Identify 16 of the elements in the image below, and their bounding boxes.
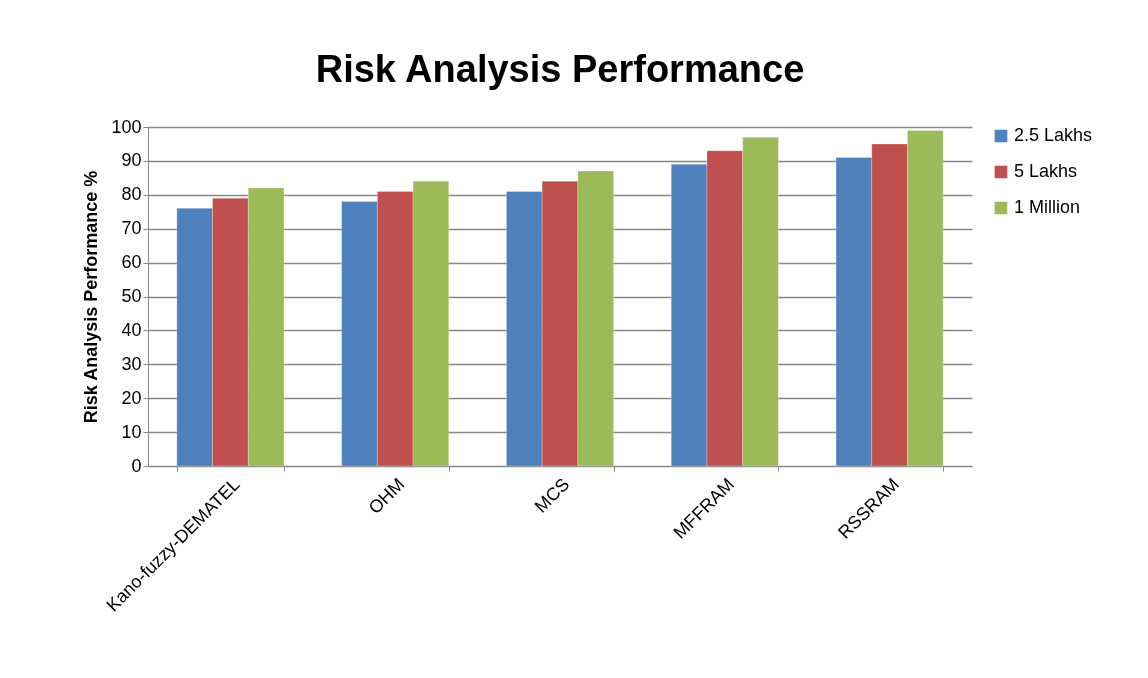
y-tick-label: 100 <box>111 116 142 137</box>
chart-title: Risk Analysis Performance <box>315 48 805 90</box>
y-tick-label: 10 <box>121 421 142 442</box>
y-tick-label: 50 <box>121 286 142 306</box>
y-tick-label: 40 <box>121 319 142 340</box>
y-axis-title: Risk Analysis Performance % <box>81 170 102 424</box>
y-tick-label: 20 <box>121 387 142 408</box>
y-tick-label: 90 <box>121 150 142 171</box>
y-tick-label: 60 <box>121 252 142 273</box>
y-tick-label: 0 <box>131 455 142 476</box>
legend-label: 5 Lakhs <box>1014 161 1078 181</box>
y-tick-label: 80 <box>121 184 142 205</box>
legend-label: 2.5 Lakhs <box>1014 125 1093 145</box>
y-tick-label: 30 <box>121 353 142 374</box>
legend-label: 1 Million <box>1014 197 1081 217</box>
y-tick-label: 70 <box>121 218 142 239</box>
